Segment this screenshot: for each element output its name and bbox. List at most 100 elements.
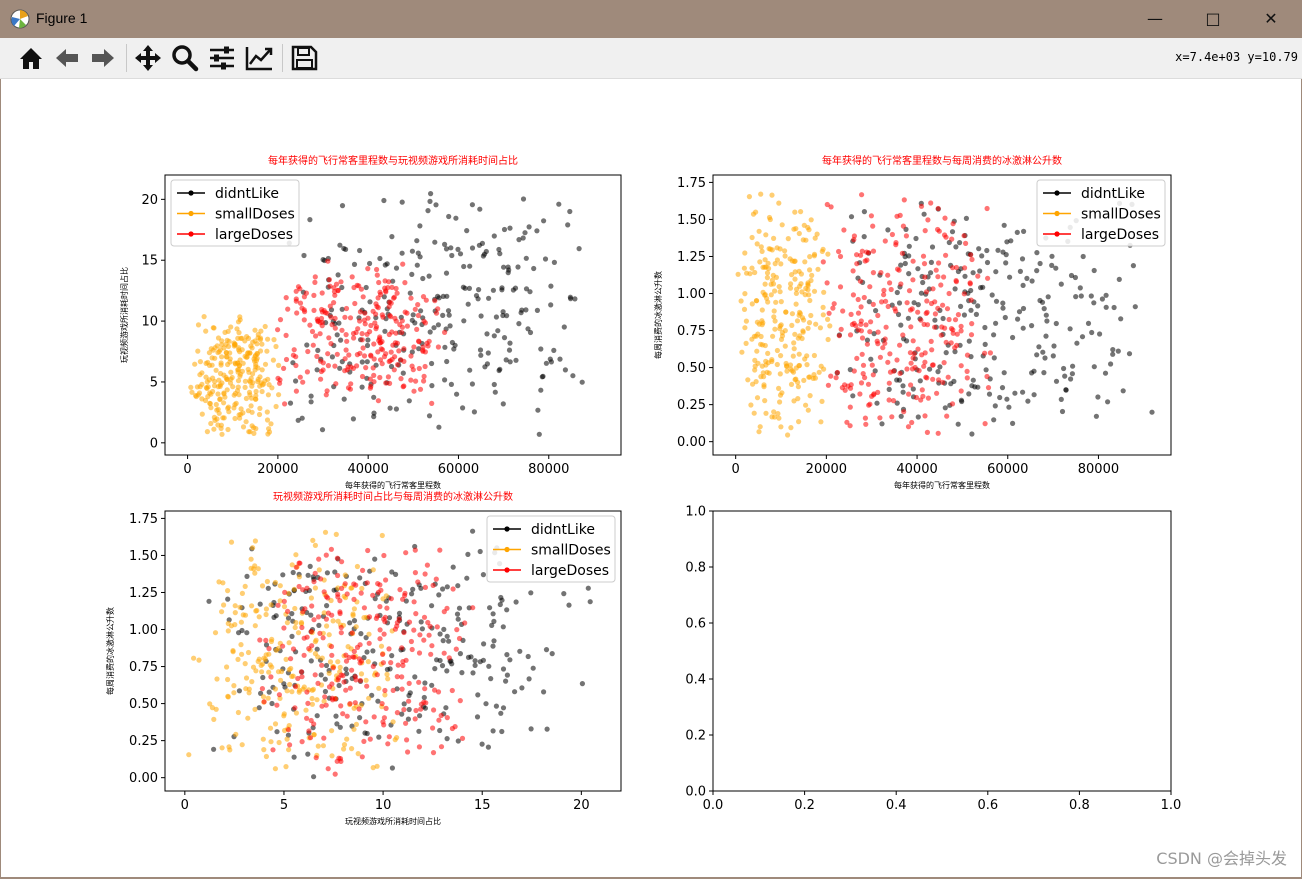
data-point-largeDoses — [323, 702, 329, 708]
data-point-smallDoses — [745, 377, 751, 383]
data-point-smallDoses — [231, 340, 237, 346]
data-point-didntLike — [548, 302, 554, 308]
x-axis-label: 每年获得的飞行常客里程数 — [345, 480, 441, 490]
data-point-largeDoses — [385, 741, 391, 747]
data-point-didntLike — [469, 381, 475, 387]
data-point-largeDoses — [282, 589, 288, 595]
data-point-didntLike — [472, 662, 478, 669]
data-point-didntLike — [363, 635, 369, 641]
data-point-didntLike — [940, 315, 946, 322]
data-point-didntLike — [898, 413, 904, 419]
data-point-didntLike — [485, 350, 491, 356]
data-point-largeDoses — [953, 278, 959, 284]
data-point-didntLike — [504, 607, 510, 613]
data-point-smallDoses — [749, 336, 755, 342]
data-point-didntLike — [387, 666, 393, 672]
data-point-largeDoses — [421, 637, 427, 643]
data-point-didntLike — [868, 356, 874, 362]
data-point-largeDoses — [370, 308, 376, 314]
data-point-largeDoses — [342, 356, 348, 362]
data-point-largeDoses — [332, 771, 338, 777]
configure-subplots-icon[interactable] — [207, 44, 237, 72]
data-point-didntLike — [1043, 312, 1049, 318]
data-point-largeDoses — [923, 374, 929, 380]
maximize-button[interactable]: □ — [1184, 0, 1242, 38]
close-button[interactable]: ✕ — [1242, 0, 1300, 38]
data-point-largeDoses — [318, 368, 324, 375]
data-point-didntLike — [861, 209, 868, 215]
home-icon[interactable] — [16, 44, 46, 72]
data-point-largeDoses — [335, 591, 341, 597]
data-point-didntLike — [211, 746, 217, 752]
data-point-didntLike — [324, 603, 330, 609]
data-point-largeDoses — [868, 319, 874, 325]
y-tick-label: 1.25 — [677, 250, 706, 265]
data-point-largeDoses — [387, 312, 393, 319]
edit-axes-icon[interactable] — [244, 44, 274, 72]
data-point-largeDoses — [395, 662, 401, 668]
data-point-largeDoses — [890, 398, 897, 404]
data-point-largeDoses — [325, 258, 331, 264]
data-point-largeDoses — [954, 342, 960, 348]
data-point-smallDoses — [215, 384, 221, 390]
data-point-didntLike — [481, 251, 488, 257]
data-point-largeDoses — [390, 342, 396, 348]
data-point-didntLike — [414, 262, 420, 268]
data-point-largeDoses — [950, 265, 956, 271]
data-point-didntLike — [420, 275, 426, 282]
data-point-smallDoses — [813, 321, 819, 327]
legend-label: smallDoses — [215, 207, 295, 223]
x-tick-label: 1.0 — [1161, 798, 1182, 813]
data-point-largeDoses — [828, 373, 834, 379]
data-point-largeDoses — [340, 711, 346, 717]
data-point-largeDoses — [370, 365, 376, 371]
data-point-didntLike — [492, 389, 498, 395]
forward-icon[interactable] — [88, 44, 118, 72]
save-icon[interactable] — [289, 44, 319, 72]
data-point-didntLike — [517, 648, 523, 654]
data-point-smallDoses — [759, 248, 765, 254]
data-point-largeDoses — [392, 626, 398, 632]
data-point-largeDoses — [259, 686, 265, 692]
data-point-smallDoses — [281, 713, 287, 719]
data-point-didntLike — [1089, 329, 1095, 336]
data-point-didntLike — [918, 290, 925, 296]
data-point-largeDoses — [348, 364, 354, 370]
data-point-didntLike — [444, 633, 450, 639]
data-point-didntLike — [534, 307, 541, 313]
data-point-largeDoses — [388, 660, 394, 666]
axes-frame — [164, 174, 622, 456]
figure-canvas[interactable]: 0 20000 40000 60000 80000 0 5 10 15 20 每年获得的飞行常客里程… — [1, 79, 1301, 877]
data-point-largeDoses — [381, 715, 387, 721]
y-tick-label: 0.00 — [677, 435, 706, 450]
pan-icon[interactable] — [133, 44, 163, 72]
data-point-smallDoses — [341, 746, 347, 752]
data-point-didntLike — [543, 360, 550, 366]
minimize-button[interactable]: — — [1126, 0, 1184, 38]
data-point-smallDoses — [315, 743, 321, 749]
back-icon[interactable] — [52, 44, 82, 72]
y-axis-label: 玩视频游戏所消耗时间占比 — [119, 267, 129, 363]
x-tick-label: 20000 — [806, 462, 847, 477]
data-point-largeDoses — [422, 686, 428, 692]
data-point-smallDoses — [227, 350, 233, 356]
data-point-largeDoses — [400, 662, 406, 669]
data-point-smallDoses — [801, 377, 807, 383]
zoom-icon[interactable] — [170, 44, 200, 72]
data-point-smallDoses — [239, 742, 245, 748]
data-point-largeDoses — [357, 318, 363, 324]
subplot-title: 玩视频游戏所消耗时间占比与每周消费的冰激淋公升数 — [273, 490, 513, 503]
data-point-didntLike — [244, 630, 250, 636]
data-point-smallDoses — [804, 362, 810, 368]
data-point-smallDoses — [240, 410, 246, 416]
data-point-didntLike — [1073, 294, 1079, 300]
data-point-didntLike — [920, 279, 926, 286]
data-point-smallDoses — [225, 676, 231, 683]
data-point-largeDoses — [304, 715, 310, 721]
data-point-largeDoses — [404, 737, 410, 743]
data-point-didntLike — [496, 246, 502, 253]
data-point-smallDoses — [337, 664, 343, 671]
data-point-largeDoses — [964, 375, 970, 381]
x-tick-label: 0 — [181, 798, 189, 813]
data-point-smallDoses — [792, 209, 798, 215]
